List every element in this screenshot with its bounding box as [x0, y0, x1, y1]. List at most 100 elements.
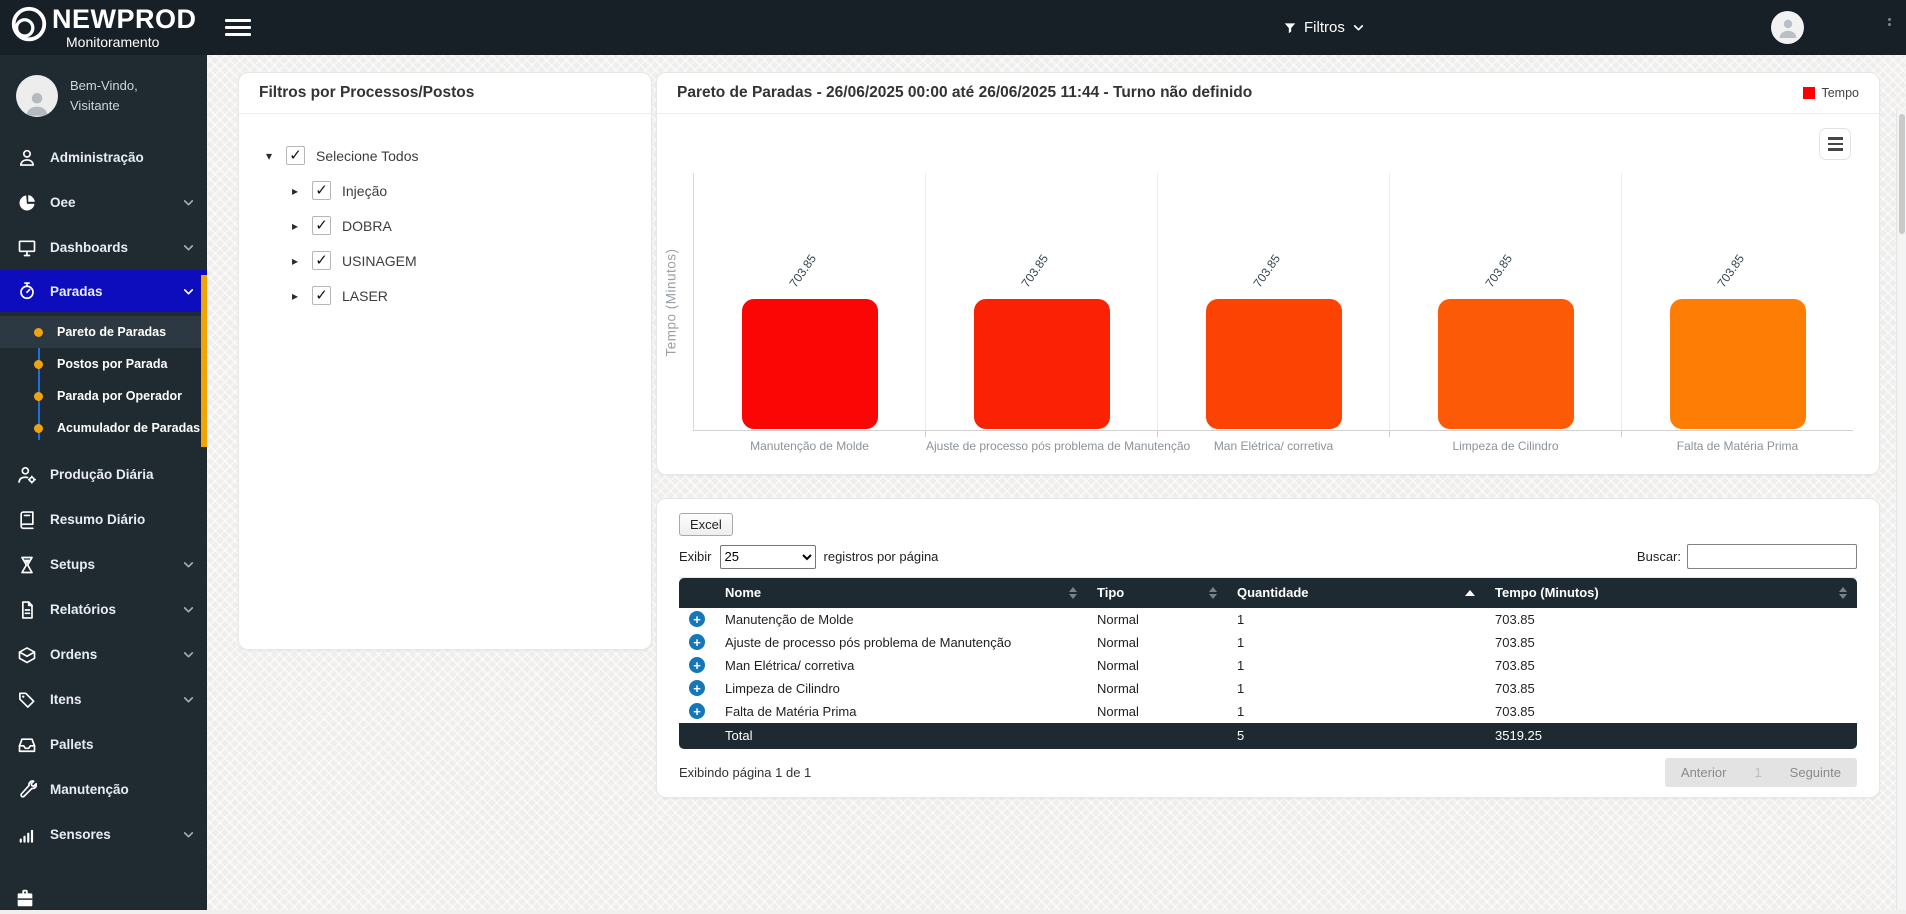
bar-limpeza-de-cilindro[interactable]	[1437, 299, 1574, 429]
pie-chart-icon	[17, 193, 37, 213]
chevron-down-icon	[182, 285, 195, 298]
next-page-button[interactable]: Seguinte	[1789, 764, 1841, 780]
x-axis-label: Manutenção de Molde	[750, 439, 869, 453]
expand-row-plus-icon[interactable]: +	[689, 611, 705, 627]
sidebar-item-resumo-diario[interactable]: Resumo Diário	[0, 497, 207, 542]
sidebar-item-manutencao[interactable]: Manutenção	[0, 767, 207, 812]
chart-menu-button[interactable]	[1819, 128, 1851, 160]
sidebar-subitem-postos-por-parada[interactable]: Postos por Parada	[0, 348, 207, 380]
sidebar-item-sensores[interactable]: Sensores	[0, 812, 207, 857]
filters-panel-title: Filtros por Processos/Postos	[259, 84, 475, 101]
page-size-select[interactable]: 25	[719, 544, 816, 569]
x-axis-label: Ajuste de processo pós problema de Manut…	[926, 439, 1191, 453]
sidebar-subitem-acumulador-de-paradas[interactable]: Acumulador de Paradas	[0, 412, 207, 444]
sidebar-item-paradas[interactable]: Paradas	[0, 270, 207, 312]
sidebar-item-label: Produção Diária	[50, 467, 154, 482]
sidebar-subitem-label: Acumulador de Paradas	[57, 421, 201, 435]
checkbox-laser[interactable]: ✓	[312, 286, 331, 305]
column-header-nome[interactable]: Nome	[715, 577, 1087, 608]
tree-node-dobra: ▸ ✓ DOBRA	[289, 208, 627, 243]
submenu-connector-line	[38, 318, 40, 440]
column-header-quantidade[interactable]: Quantidade	[1227, 577, 1485, 608]
column-header-tempo-minutos[interactable]: Tempo (Minutos)	[1485, 577, 1857, 608]
checkbox-usinagem[interactable]: ✓	[312, 251, 331, 270]
expander-collapsed-icon[interactable]: ▸	[291, 183, 299, 198]
tree-node-label: Selecione Todos	[316, 147, 419, 164]
sidebar-item-dashboards[interactable]: Dashboards	[0, 225, 207, 270]
sidebar-item-setups[interactable]: Setups	[0, 542, 207, 587]
expander-collapsed-icon[interactable]: ▸	[291, 253, 299, 268]
sidebar-user-avatar	[16, 75, 58, 117]
brand-name: NEWPROD	[52, 4, 197, 34]
monitor-icon	[17, 238, 37, 258]
checkbox-selecione-todos[interactable]: ✓	[286, 146, 305, 165]
scrollbar-thumb[interactable]	[1899, 114, 1905, 234]
per-page-label: registros por página	[823, 549, 939, 564]
sidebar-item-oee[interactable]: Oee	[0, 180, 207, 225]
tipo-cell: Normal	[1097, 634, 1139, 650]
tempo-cell: 703.85	[1495, 703, 1535, 719]
checkbox-dobra[interactable]: ✓	[312, 216, 331, 235]
filters-dropdown-button[interactable]: Filtros	[1283, 0, 1365, 55]
tipo-cell: Normal	[1097, 703, 1139, 719]
sidebar-item-pallets[interactable]: Pallets	[0, 722, 207, 767]
welcome-text: Bem-Vindo,	[70, 77, 138, 93]
overflow-menu-icon[interactable]	[1888, 18, 1891, 26]
bar-falta-de-materia-prima[interactable]	[1669, 299, 1806, 429]
tree-node-label: LASER	[342, 287, 388, 304]
process-tree: ▾ ✓ Selecione Todos ▸ ✓ Injeção ▸ ✓ DOBRA ▸ ✓ USINA…	[239, 114, 651, 337]
expand-cell: +	[679, 700, 715, 723]
expand-row-plus-icon[interactable]: +	[689, 680, 705, 696]
chart-category-limpeza-de-cilindro: 703.85 Limpeza de Cilindro	[1390, 173, 1622, 453]
bar-value-label: 703.85	[786, 251, 819, 290]
expander-collapsed-icon[interactable]: ▸	[291, 288, 299, 303]
bar-man-eletrica-corretiva[interactable]	[1205, 299, 1342, 429]
file-icon	[17, 600, 37, 620]
sidebar-subitem-parada-por-operador[interactable]: Parada por Operador	[0, 380, 207, 412]
total-quantidade-cell: 5	[1227, 722, 1485, 749]
column-header-label: Quantidade	[1237, 585, 1309, 601]
tempo-cell: 703.85	[1495, 634, 1535, 650]
table-header-row: Nome Tipo Quantidade Tempo (Minutos)	[679, 577, 1857, 608]
bar-manutencao-de-molde[interactable]	[741, 299, 878, 429]
sidebar-item-producao-diaria[interactable]: Produção Diária	[0, 452, 207, 497]
chevron-down-icon	[182, 558, 195, 571]
page-info: Exibindo página 1 de 1	[679, 764, 812, 780]
sidebar-item-administracao[interactable]: Administração	[0, 135, 207, 180]
brand-subtitle: Monitoramento	[66, 34, 160, 50]
vertical-scrollbar[interactable]	[1896, 110, 1906, 910]
nome-cell: Falta de Matéria Prima	[725, 703, 857, 719]
sidebar-subitem-pareto-de-paradas[interactable]: Pareto de Paradas	[0, 316, 207, 348]
tags-icon	[17, 690, 37, 710]
book-icon	[17, 510, 37, 530]
bar-ajuste-de-processo-pos-problema-de-manutencao[interactable]	[973, 299, 1110, 429]
current-page-number[interactable]: 1	[1754, 764, 1762, 780]
expand-row-plus-icon[interactable]: +	[689, 657, 705, 673]
sidebar-user-block: Bem-Vindo, Visitante	[0, 55, 207, 135]
expand-row-plus-icon[interactable]: +	[689, 703, 705, 719]
sidebar-item-itens[interactable]: Itens	[0, 677, 207, 722]
previous-page-button[interactable]: Anterior	[1680, 764, 1727, 780]
expand-row-plus-icon[interactable]: +	[689, 634, 705, 650]
sort-both-icon	[1069, 586, 1077, 599]
sidebar-item-relatorios[interactable]: Relatórios	[0, 587, 207, 632]
search-input[interactable]	[1687, 544, 1857, 569]
chart-category-manutencao-de-molde: 703.85 Manutenção de Molde	[694, 173, 926, 453]
excel-export-button[interactable]: Excel	[679, 513, 733, 536]
legend-item-tempo[interactable]: Tempo	[1803, 86, 1859, 100]
user-avatar[interactable]	[1771, 11, 1804, 44]
x-axis-label: Falta de Matéria Prima	[1676, 439, 1799, 453]
quantidade-cell: 1	[1237, 657, 1245, 673]
sidebar-item-ordens[interactable]: Ordens	[0, 632, 207, 677]
top-bar: NEWPROD Monitoramento Filtros	[0, 0, 1906, 55]
table-row: + Falta de Matéria Prima Normal 1 703.85	[679, 700, 1857, 723]
box-icon	[17, 645, 37, 665]
checkbox-injecao[interactable]: ✓	[312, 181, 331, 200]
quantidade-cell: 1	[1237, 703, 1245, 719]
sidebar-item-label: Dashboards	[50, 240, 129, 255]
column-header-tipo[interactable]: Tipo	[1087, 577, 1227, 608]
briefcase-icon[interactable]	[14, 887, 36, 914]
sidebar-toggle-icon[interactable]	[225, 19, 251, 36]
expander-expanded-icon[interactable]: ▾	[265, 148, 273, 163]
expander-collapsed-icon[interactable]: ▸	[291, 218, 299, 233]
